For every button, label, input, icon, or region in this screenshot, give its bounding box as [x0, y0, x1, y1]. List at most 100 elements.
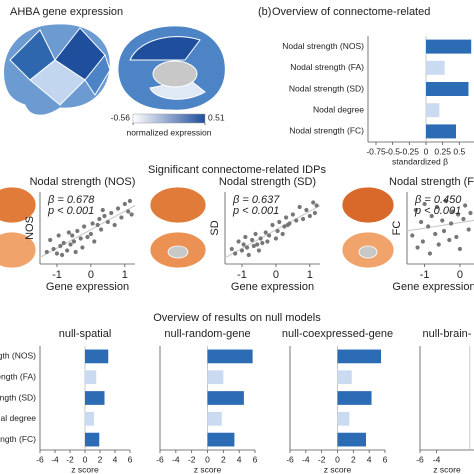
tick-label: 0 [88, 269, 94, 281]
annotation: β = 0.637 [232, 194, 280, 206]
point [48, 237, 53, 243]
point [282, 224, 287, 229]
point [75, 228, 80, 234]
tick-label: -0.75 [366, 146, 386, 156]
point [54, 251, 60, 256]
brain-medial [117, 25, 226, 111]
bar [426, 82, 469, 96]
colorbar-label: normalized expression [126, 127, 211, 137]
point [270, 222, 275, 228]
bar [207, 349, 253, 364]
colorbar [132, 113, 206, 124]
point [97, 216, 102, 222]
point [80, 245, 85, 250]
category-label: strength (NOS) [0, 351, 36, 361]
tick-label: -0.56 [111, 112, 131, 122]
point [243, 234, 248, 240]
axis-label: z score [194, 464, 222, 474]
point [88, 231, 93, 237]
point [307, 213, 312, 219]
point [66, 230, 71, 235]
tick-label: -4 [172, 454, 180, 464]
bar [337, 370, 352, 385]
bar [337, 391, 372, 405]
tick-label: 2 [221, 454, 226, 464]
point [447, 237, 452, 243]
category-label: Nodal strength (SD) [289, 83, 364, 93]
tick-label: 0.25 [434, 146, 451, 156]
point [44, 249, 49, 255]
point [434, 204, 440, 210]
point [90, 221, 95, 226]
category-label: Nodal strength (NOS) [282, 41, 364, 51]
point [112, 222, 117, 228]
annotation: p < 0.001 [47, 205, 94, 217]
point [468, 210, 473, 216]
tick-label: -6 [286, 454, 294, 464]
point [450, 209, 455, 214]
section-title: Overview of results on null models [153, 312, 321, 324]
bar [85, 391, 105, 405]
tick-label: -4 [433, 454, 441, 464]
point [429, 213, 434, 219]
bar [207, 411, 222, 426]
point [457, 246, 462, 252]
point [456, 212, 461, 217]
tick-label: -1 [52, 269, 62, 281]
point [82, 224, 87, 229]
point [250, 237, 255, 243]
bar [85, 432, 100, 447]
point [294, 218, 299, 223]
tick-label: 0 [83, 454, 88, 464]
tick-label: 2 [351, 454, 356, 464]
tick-label: -0.25 [400, 146, 420, 156]
point [71, 239, 77, 244]
tick-label: -6 [156, 454, 164, 464]
point [436, 242, 441, 247]
bar [337, 411, 350, 426]
point [422, 201, 427, 207]
axis-label: Gene expression [392, 281, 474, 293]
point [102, 213, 107, 219]
tick-label: 2 [98, 454, 103, 464]
tick-label: -4 [51, 454, 59, 464]
point [65, 248, 70, 253]
bar [85, 349, 109, 364]
panel-title: Nodal strength (FC [389, 176, 474, 188]
point [463, 203, 468, 208]
tick-label: 6 [383, 454, 388, 464]
point [443, 198, 448, 204]
axis-label: z score [324, 464, 352, 474]
tick-label: -4 [302, 454, 310, 464]
point [236, 239, 241, 244]
category-label: Nodal strength (FC) [289, 126, 364, 136]
brain-thumbnails [0, 186, 395, 269]
panel-title: Nodal strength (NOS) [30, 176, 136, 188]
point [263, 230, 268, 235]
tick-label: -2 [66, 454, 74, 464]
bar [426, 124, 456, 139]
point [265, 239, 270, 244]
point [105, 219, 110, 225]
axis-label: FC [391, 221, 403, 236]
point [229, 246, 234, 252]
point [300, 216, 306, 222]
tick-label: 0 [273, 269, 279, 281]
tick-label: 0 [424, 146, 429, 156]
point [277, 219, 282, 225]
point [311, 200, 316, 205]
fit-line [406, 219, 474, 232]
point [454, 234, 459, 240]
point [304, 207, 309, 213]
point [285, 222, 290, 228]
point [275, 228, 280, 234]
tick-label: -0.5 [385, 146, 400, 156]
panel-title: null-spatial [59, 328, 112, 340]
axis-label: Gene expression [231, 281, 314, 293]
point [448, 221, 454, 226]
fit-line [39, 205, 136, 258]
point [56, 233, 61, 238]
category-label: al degree [1, 413, 37, 423]
tick-label: 0 [205, 454, 210, 464]
annotation: p < 0.001 [414, 205, 461, 217]
